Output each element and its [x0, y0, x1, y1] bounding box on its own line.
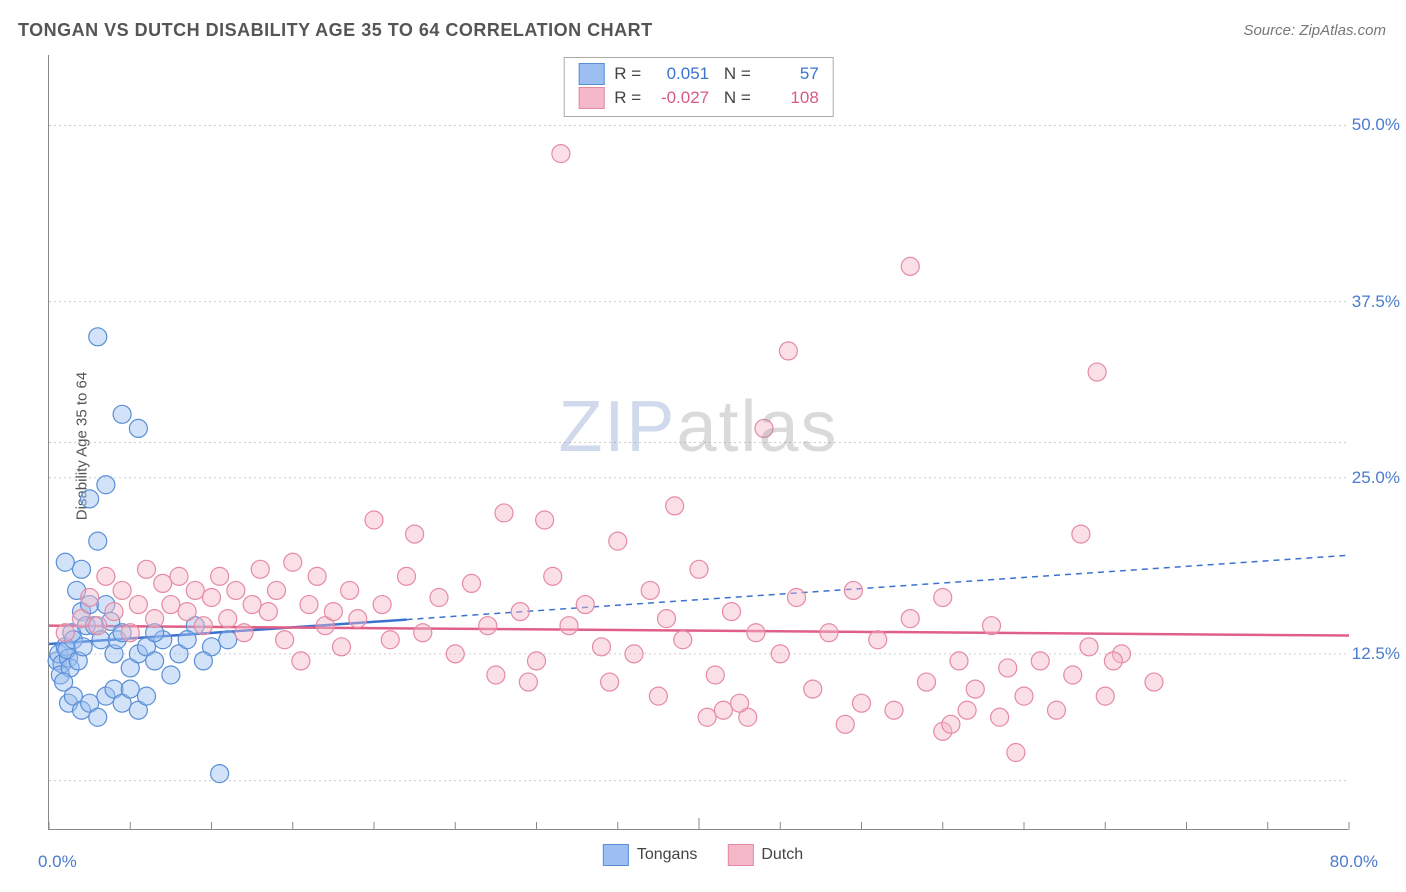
stats-row-dutch: R = -0.027 N = 108 — [578, 86, 819, 110]
legend-label-dutch: Dutch — [761, 846, 803, 864]
bottom-legend: Tongans Dutch — [603, 844, 803, 866]
chart-title: TONGAN VS DUTCH DISABILITY AGE 35 TO 64 … — [18, 20, 653, 41]
legend-label-tongans: Tongans — [637, 846, 698, 864]
legend-swatch-tongans — [603, 844, 629, 866]
plot-area: R = 0.051 N = 57 R = -0.027 N = 108 ZIPa… — [48, 55, 1348, 830]
y-tick-label: 37.5% — [1352, 292, 1400, 312]
y-tick-label: 12.5% — [1352, 644, 1400, 664]
source-attribution: Source: ZipAtlas.com — [1243, 22, 1386, 39]
legend-item-tongans: Tongans — [603, 844, 698, 866]
x-axis-min-label: 0.0% — [38, 852, 77, 872]
stats-legend-box: R = 0.051 N = 57 R = -0.027 N = 108 — [563, 57, 834, 117]
x-axis-max-label: 80.0% — [1330, 852, 1378, 872]
legend-swatch-dutch — [727, 844, 753, 866]
n-value-dutch: 108 — [761, 86, 819, 110]
r-value-dutch: -0.027 — [651, 86, 709, 110]
swatch-dutch — [578, 87, 604, 109]
swatch-tongans — [578, 63, 604, 85]
y-tick-label: 50.0% — [1352, 115, 1400, 135]
chart-svg — [49, 55, 1348, 829]
chart-container: TONGAN VS DUTCH DISABILITY AGE 35 TO 64 … — [0, 0, 1406, 892]
legend-item-dutch: Dutch — [727, 844, 803, 866]
y-tick-label: 25.0% — [1352, 468, 1400, 488]
stats-row-tongans: R = 0.051 N = 57 — [578, 62, 819, 86]
n-value-tongans: 57 — [761, 62, 819, 86]
r-value-tongans: 0.051 — [651, 62, 709, 86]
